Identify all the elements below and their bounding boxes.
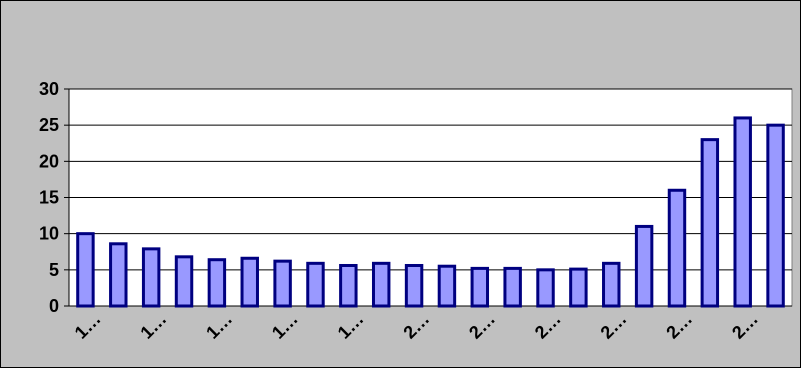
x-tick-label: 1… [334, 309, 368, 343]
y-tick-label: 25 [39, 115, 59, 135]
x-tick-label: 1… [71, 309, 105, 343]
x-axis-labels: 1… 1… 1… 1… 1… 2… 2… 2… 2… 2… 2… [71, 309, 762, 343]
y-tick-label: 30 [39, 79, 59, 99]
bar [470, 266, 490, 308]
y-tick-label: 0 [49, 296, 59, 316]
bar [371, 261, 391, 308]
bar [503, 266, 522, 308]
bar [76, 232, 95, 308]
bar [240, 256, 259, 308]
x-tick-label: 2… [662, 309, 696, 343]
bar [766, 123, 785, 308]
x-tick-label: 2… [465, 309, 499, 343]
bar [634, 224, 654, 308]
x-tick-label: 1… [136, 309, 170, 343]
y-tick-label: 5 [49, 260, 59, 280]
bar [273, 259, 292, 308]
bar [700, 138, 720, 308]
bar [569, 267, 588, 308]
x-tick-label: 1… [202, 309, 236, 343]
bar [174, 255, 194, 308]
bars [76, 116, 785, 308]
x-tick-label: 2… [399, 309, 433, 343]
y-tick-label: 10 [39, 224, 59, 244]
x-tick-label: 2… [728, 309, 762, 343]
x-tick-label: 2… [531, 309, 565, 343]
y-tick-label: 15 [39, 188, 59, 208]
bar [667, 188, 687, 308]
x-tick-label: 2… [597, 309, 631, 343]
bar [437, 264, 457, 308]
bar [733, 116, 752, 308]
bar [339, 263, 358, 308]
bar [404, 263, 424, 308]
bar [306, 261, 325, 308]
bar [602, 261, 621, 308]
bar [207, 258, 227, 308]
bar [109, 242, 128, 308]
y-tick-label: 20 [39, 151, 59, 171]
bar [536, 268, 555, 308]
x-tick-label: 1… [268, 309, 302, 343]
bar [141, 247, 161, 308]
